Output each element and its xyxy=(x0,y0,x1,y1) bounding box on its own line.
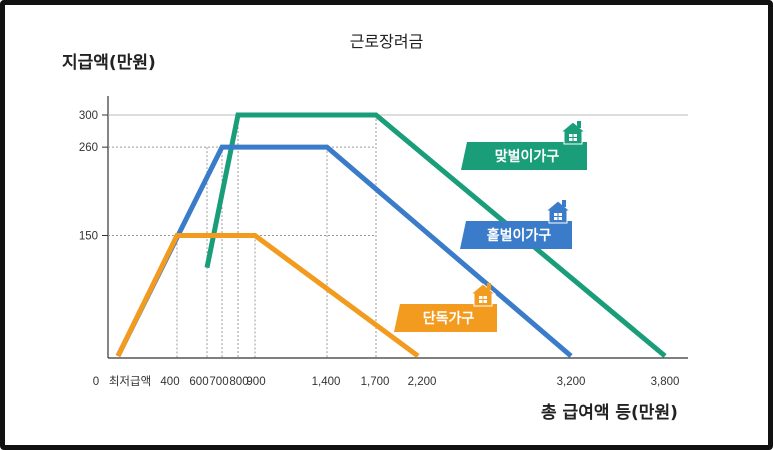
legend-badge xyxy=(394,304,497,332)
y-tick-label: 150 xyxy=(79,231,98,243)
x-tick-label: 3,800 xyxy=(651,376,680,388)
series-line xyxy=(115,233,420,359)
legend-badge xyxy=(461,142,587,170)
legend-label: 단독가구 xyxy=(423,310,475,327)
house-chimney xyxy=(487,283,491,290)
x-tick-label: 400 xyxy=(160,376,179,388)
x-axis-label: 총 급여액 등(만원) xyxy=(541,403,678,423)
series-line xyxy=(115,144,573,358)
x-tick-label: 1,400 xyxy=(312,376,341,388)
legend-label: 홑벌이가구 xyxy=(487,227,552,244)
x-tick-label: 600 xyxy=(189,376,208,388)
house-chimney xyxy=(577,121,581,128)
y-tick-label: 260 xyxy=(79,142,98,154)
y-tick-label: 300 xyxy=(79,110,98,122)
x-tick-label: 800 xyxy=(229,376,248,388)
legend-label: 맞벌이가구 xyxy=(495,148,560,165)
x-tick-label: 0 xyxy=(93,376,99,388)
x-tick-label: 최저급액 xyxy=(109,375,151,388)
x-tick-label: 700 xyxy=(209,376,228,388)
y-axis-label: 지급액(만원) xyxy=(62,53,156,73)
x-tick-label: 1,700 xyxy=(361,376,390,388)
x-tick-label: 2,200 xyxy=(408,376,437,388)
x-tick-label: 900 xyxy=(246,376,265,388)
house-chimney xyxy=(562,200,566,207)
chart-title: 근로장려금 xyxy=(349,32,424,51)
x-tick-label: 3,200 xyxy=(557,376,586,388)
legend-badge xyxy=(460,221,572,249)
